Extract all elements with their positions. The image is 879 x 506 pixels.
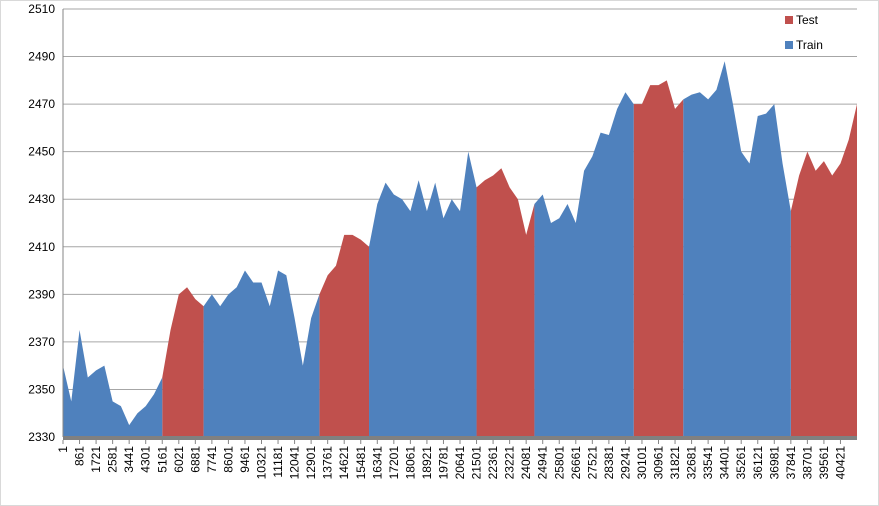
area	[319, 234, 370, 437]
x-tick-label: 26661	[569, 446, 583, 480]
x-tick-label: 5161	[155, 446, 169, 473]
area	[476, 168, 535, 438]
x-tick-label: 1	[56, 446, 70, 453]
x-tick-label: 36121	[751, 446, 765, 480]
x-tick-label: 4301	[139, 446, 153, 473]
x-tick-label: 37841	[784, 446, 798, 480]
x-tick-label: 7741	[205, 446, 219, 473]
x-tick-label: 10321	[255, 446, 269, 480]
y-tick-label: 2350	[28, 382, 55, 396]
x-tick-label: 34401	[718, 446, 732, 480]
x-tick-label: 40421	[833, 446, 847, 480]
x-tick-label: 15481	[354, 446, 368, 480]
x-tick-label: 30961	[652, 446, 666, 480]
legend-swatch	[785, 16, 793, 24]
x-tick-label: 9461	[238, 446, 252, 473]
x-tick-label: 8601	[221, 446, 235, 473]
legend-label: Test	[796, 13, 819, 27]
x-tick-label: 17201	[387, 446, 401, 480]
x-tick-label: 22361	[486, 446, 500, 480]
y-tick-label: 2410	[28, 240, 55, 254]
x-tick-label: 12041	[288, 446, 302, 480]
x-tick-label: 30101	[635, 446, 649, 480]
x-tick-label: 31821	[668, 446, 682, 480]
x-tick-label: 35261	[734, 446, 748, 480]
x-tick-label: 36981	[767, 446, 781, 480]
x-tick-label: 19781	[436, 446, 450, 480]
area	[790, 104, 857, 437]
x-tick-label: 24081	[519, 446, 533, 480]
y-tick-label: 2390	[28, 287, 55, 301]
y-tick-label: 2430	[28, 192, 55, 206]
area	[203, 270, 320, 437]
x-tick-label: 6881	[188, 446, 202, 473]
x-tick-label: 12901	[304, 446, 318, 480]
x-tick-label: 6021	[172, 446, 186, 473]
x-tick-label: 1721	[89, 446, 103, 473]
area	[162, 287, 204, 437]
x-tick-label: 2581	[106, 446, 120, 473]
x-tick-label: 18061	[403, 446, 417, 480]
x-tick-label: 27521	[585, 446, 599, 480]
x-tick-label: 24941	[536, 446, 550, 480]
y-tick-label: 2370	[28, 335, 55, 349]
x-tick-label: 11181	[271, 446, 285, 478]
y-tick-label: 2510	[28, 2, 55, 16]
area	[633, 80, 684, 437]
y-tick-label: 2450	[28, 145, 55, 159]
x-tick-label: 28381	[602, 446, 616, 480]
x-tick-label: 16341	[370, 446, 384, 480]
x-tick-label: 29241	[618, 446, 632, 480]
y-tick-label: 2330	[28, 430, 55, 444]
x-tick-label: 25801	[552, 446, 566, 480]
area	[683, 61, 791, 438]
y-tick-label: 2470	[28, 97, 55, 111]
legend-swatch	[785, 41, 793, 49]
x-axis	[63, 436, 857, 440]
x-tick-label: 23221	[503, 446, 517, 480]
x-tick-label: 32681	[685, 446, 699, 480]
legend-label: Train	[796, 38, 823, 52]
x-tick-label: 21501	[470, 446, 484, 480]
x-tick-label: 861	[73, 446, 87, 466]
x-tick-label: 14621	[337, 446, 351, 480]
y-tick-label: 2490	[28, 50, 55, 64]
x-tick-label: 13761	[321, 446, 335, 480]
area	[369, 151, 477, 437]
area	[534, 92, 634, 437]
x-tick-label: 33541	[701, 446, 715, 480]
x-tick-label: 38701	[800, 446, 814, 480]
x-tick-label: 20641	[453, 446, 467, 480]
x-tick-label: 3441	[122, 446, 136, 473]
x-tick-label: 39561	[817, 446, 831, 480]
area	[63, 330, 163, 437]
x-tick-label: 18921	[420, 446, 434, 480]
